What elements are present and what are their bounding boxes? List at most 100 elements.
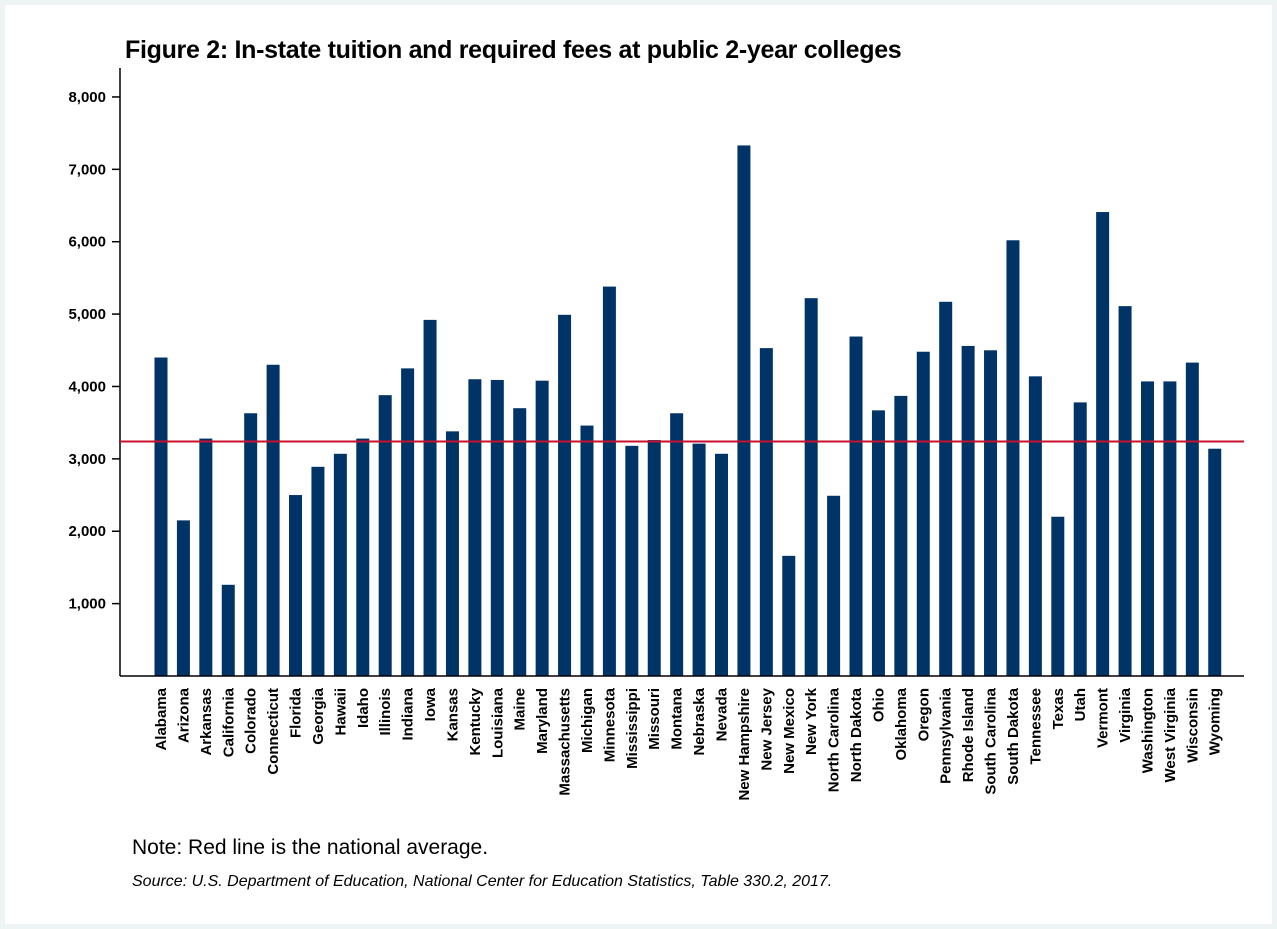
x-label-kentucky: Kentucky	[467, 687, 484, 755]
x-axis-category-labels: Alabama Arizona Arkansas California Colorado…	[153, 687, 1224, 800]
x-label-utah: Utah	[1072, 688, 1089, 721]
x-label-indiana: Indiana	[400, 687, 417, 740]
x-label-north-carolina: North Carolina	[826, 687, 843, 792]
x-label-california: California	[220, 687, 237, 757]
bar-idaho	[356, 438, 370, 676]
bar-colorado	[244, 413, 258, 676]
chart-frame	[5, 5, 1272, 924]
x-label-idaho: Idaho	[355, 688, 372, 728]
x-label-maine: Maine	[512, 688, 529, 731]
chart-note: Note: Red line is the national average.	[132, 836, 489, 859]
bar-massachusetts	[558, 314, 572, 676]
x-label-nevada: Nevada	[714, 687, 731, 741]
bar-washington	[1140, 381, 1154, 676]
x-label-georgia: Georgia	[310, 687, 327, 744]
y-axis-ticks: 1,000 2,000 3,000 4,000 5,000 6,000 7,000 8,000	[68, 89, 120, 613]
y-tick-label: 5,000	[68, 306, 106, 323]
x-label-new-york: New York	[803, 687, 820, 755]
x-label-new-hampshire: New Hampshire	[736, 688, 753, 801]
bar-iowa	[423, 319, 437, 676]
x-label-oklahoma: Oklahoma	[893, 687, 910, 760]
chart-title: Figure 2: In-state tuition and required …	[125, 36, 902, 64]
x-label-minnesota: Minnesota	[601, 687, 618, 762]
x-label-ohio: Ohio	[870, 688, 887, 722]
x-label-arizona: Arizona	[175, 687, 192, 743]
x-label-connecticut: Connecticut	[265, 688, 282, 775]
x-label-nebraska: Nebraska	[691, 687, 708, 755]
x-label-north-dakota: North Dakota	[848, 687, 865, 782]
bar-south-carolina	[984, 350, 998, 676]
y-tick-label: 1,000	[68, 596, 106, 613]
bar-maryland	[535, 380, 549, 676]
bar-connecticut	[266, 364, 280, 676]
bar-texas	[1051, 516, 1065, 676]
x-label-rhode-island: Rhode Island	[960, 688, 977, 782]
bar-arizona	[176, 520, 190, 676]
x-label-west-virginia: West Virginia	[1162, 687, 1179, 782]
bar-utah	[1073, 402, 1087, 676]
bar-louisiana	[490, 379, 504, 676]
x-label-vermont: Vermont	[1095, 688, 1112, 748]
chart-source: Source: U.S. Department of Education, Na…	[132, 873, 833, 890]
x-label-virginia: Virginia	[1117, 687, 1134, 742]
bar-north-dakota	[849, 336, 863, 676]
bar-tennessee	[1028, 376, 1042, 676]
bar-kansas	[445, 431, 459, 676]
x-label-colorado: Colorado	[243, 688, 260, 754]
y-tick-label: 2,000	[68, 523, 106, 540]
x-label-kansas: Kansas	[444, 688, 461, 741]
bar-virginia	[1118, 306, 1132, 676]
bar-alabama	[154, 357, 168, 676]
bars-group	[154, 145, 1222, 677]
x-label-wisconsin: Wisconsin	[1184, 688, 1201, 763]
x-label-south-dakota: South Dakota	[1005, 687, 1022, 784]
bar-mississippi	[625, 445, 639, 676]
bar-wisconsin	[1185, 362, 1199, 676]
x-label-arkansas: Arkansas	[198, 688, 215, 756]
bar-illinois	[378, 395, 392, 676]
x-label-florida: Florida	[288, 687, 305, 738]
bar-california	[221, 584, 235, 676]
bar-ohio	[871, 410, 885, 676]
y-tick-label: 8,000	[68, 89, 106, 106]
bar-georgia	[311, 466, 325, 676]
x-label-illinois: Illinois	[377, 688, 394, 736]
bar-nevada	[715, 453, 728, 676]
bar-indiana	[401, 368, 415, 676]
bar-pennsylvania	[939, 301, 953, 676]
x-label-maryland: Maryland	[534, 688, 551, 754]
bar-hawaii	[333, 453, 347, 676]
x-label-oregon: Oregon	[915, 688, 932, 741]
bar-arkansas	[199, 438, 213, 676]
x-label-texas: Texas	[1050, 688, 1067, 729]
x-label-new-mexico: New Mexico	[781, 688, 798, 774]
bar-west-virginia	[1163, 381, 1177, 676]
bar-new-jersey	[759, 348, 773, 676]
bar-new-york	[804, 298, 818, 676]
bar-michigan	[580, 425, 594, 676]
bar-south-dakota	[1006, 240, 1020, 676]
bar-vermont	[1096, 212, 1110, 677]
bar-wyoming	[1208, 448, 1222, 676]
x-label-mississippi: Mississippi	[624, 688, 641, 769]
x-label-louisiana: Louisiana	[489, 687, 506, 758]
bar-missouri	[647, 440, 661, 676]
x-label-south-carolina: South Carolina	[983, 687, 1000, 794]
bar-oklahoma	[894, 395, 908, 676]
y-tick-label: 3,000	[68, 451, 106, 468]
x-label-new-jersey: New Jersey	[758, 687, 775, 770]
y-tick-label: 7,000	[68, 161, 106, 178]
x-label-michigan: Michigan	[579, 688, 596, 753]
bar-new-mexico	[782, 555, 796, 676]
x-label-washington: Washington	[1139, 688, 1156, 773]
bar-florida	[289, 495, 303, 676]
bar-north-carolina	[827, 495, 841, 676]
bar-minnesota	[602, 286, 616, 676]
x-label-tennessee: Tennessee	[1027, 688, 1044, 764]
x-label-massachusetts: Massachusetts	[557, 688, 574, 796]
bar-montana	[670, 413, 684, 676]
bar-kentucky	[468, 379, 482, 676]
x-label-missouri: Missouri	[646, 688, 663, 750]
x-label-hawaii: Hawaii	[332, 688, 349, 736]
